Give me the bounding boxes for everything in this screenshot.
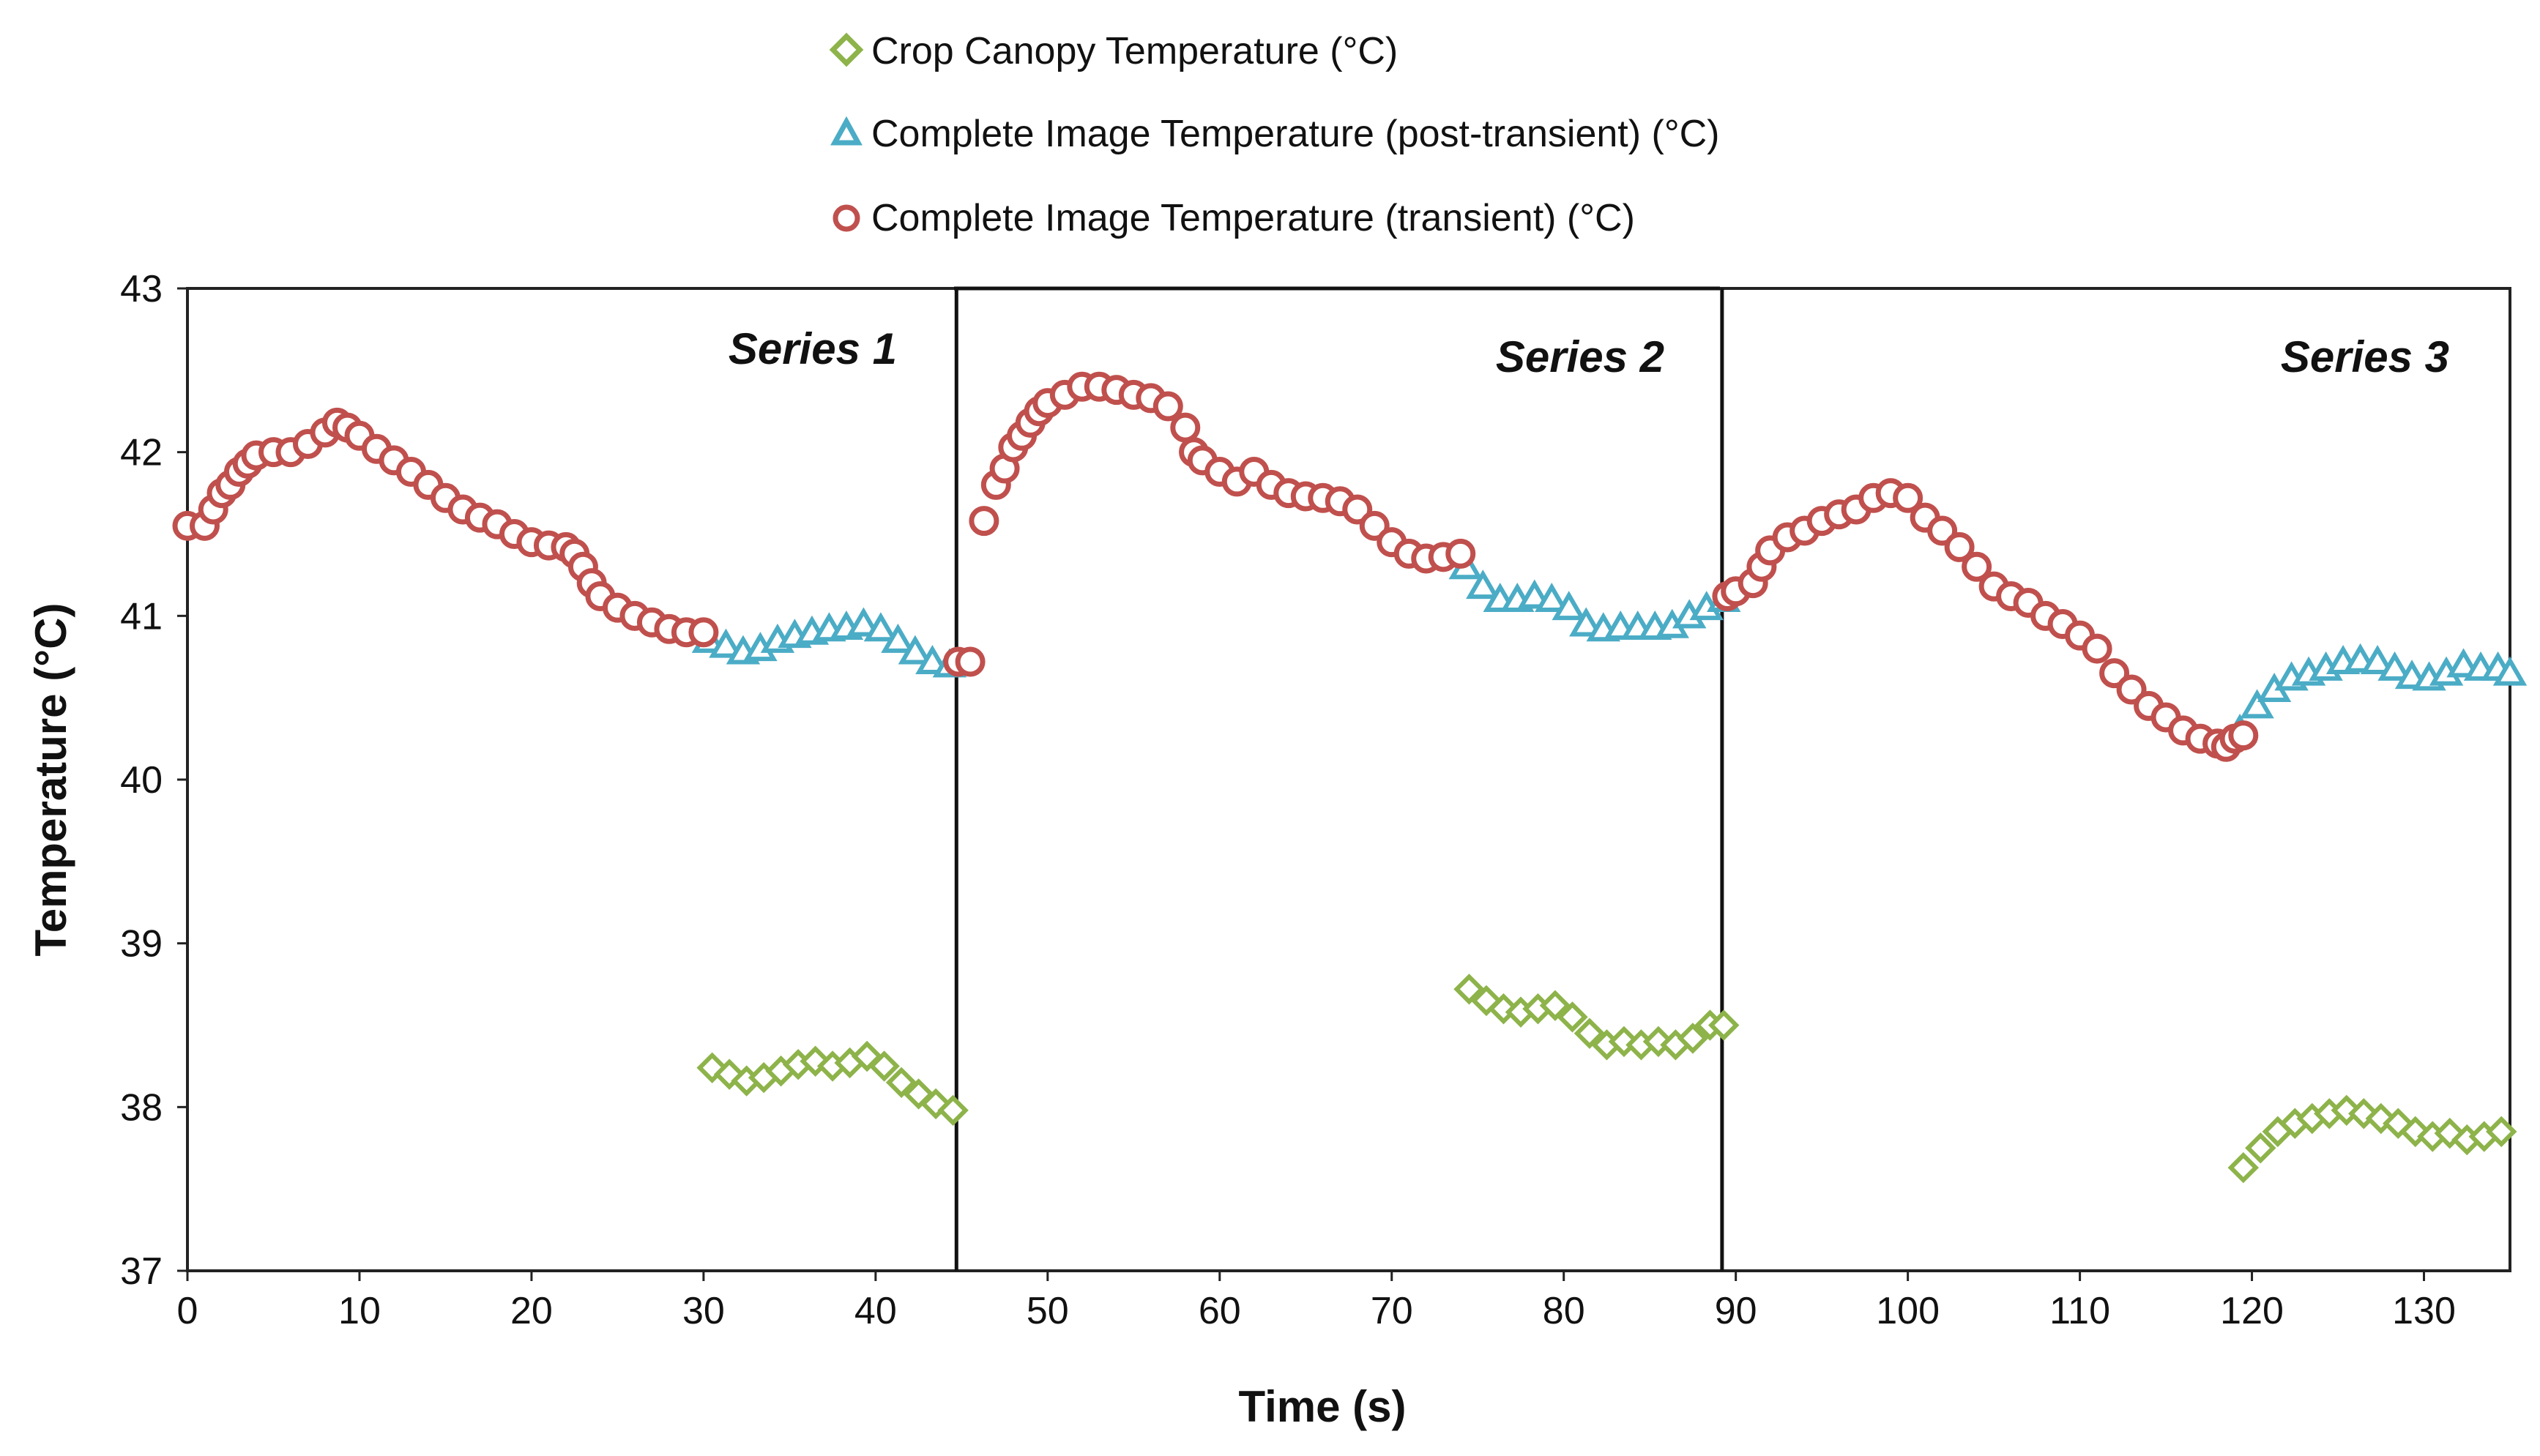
data-point-triangle [898, 635, 933, 665]
data-point-diamond [868, 1050, 900, 1082]
x-axis-title: Time (s) [1239, 1382, 1407, 1431]
legend-item-transient: Complete Image Temperature (transient) (… [833, 197, 1635, 239]
data-point-diamond [1557, 1001, 1588, 1033]
data-point-triangle [2377, 651, 2412, 681]
data-point-triangle [2446, 648, 2481, 678]
y-tick-label: 43 [120, 268, 163, 310]
series-1-label: Series 1 [729, 324, 897, 373]
legend-marker-circle [833, 204, 860, 232]
y-tick-label: 38 [120, 1086, 163, 1129]
data-point-triangle [863, 612, 898, 642]
data-point-diamond [937, 1094, 969, 1127]
data-point-triangle [2360, 644, 2395, 674]
data-point-triangle [1466, 570, 1500, 600]
x-tick-label: 90 [1715, 1290, 1757, 1332]
data-point-circle [1944, 531, 1975, 562]
data-point-circle [2082, 633, 2112, 664]
legend-label-transient: Complete Image Temperature (transient) (… [871, 197, 1635, 239]
x-tick-label: 60 [1199, 1290, 1241, 1332]
data-point-triangle [1517, 579, 1552, 609]
data-point-circle [2228, 720, 2259, 751]
series-3-label: Series 3 [2281, 332, 2449, 381]
legend-marker-diamond [829, 32, 864, 67]
x-tick-label: 70 [1371, 1290, 1413, 1332]
data-point-circle [969, 506, 999, 537]
legend-label-post-transient: Complete Image Temperature (post-transie… [871, 113, 1720, 155]
x-tick-label: 120 [2220, 1290, 2284, 1332]
legend-marker-triangle [830, 116, 863, 146]
data-point-diamond [2486, 1116, 2517, 1148]
data-point-triangle [1552, 591, 1586, 621]
legend: Crop Canopy Temperature (°C) Complete Im… [829, 30, 1720, 239]
y-axis: 37 38 39 40 41 42 43 [120, 268, 187, 1293]
data-point-circle [1152, 391, 1183, 422]
data-point-circle [1170, 412, 1201, 443]
data-point-diamond [1539, 990, 1571, 1021]
data-point-diamond [2245, 1132, 2276, 1164]
data-point-circle [1893, 482, 1923, 513]
data-point-triangle [846, 607, 881, 637]
data-point-diamond [1677, 1023, 1709, 1054]
data-series-layer [172, 371, 2528, 1184]
series-2-label: Series 2 [1496, 332, 1664, 381]
legend-item-post-transient: Complete Image Temperature (post-transie… [830, 113, 1720, 155]
data-point-triangle [1535, 582, 1569, 612]
data-point-triangle [881, 623, 915, 653]
x-tick-label: 10 [338, 1290, 381, 1332]
data-point-triangle [2492, 656, 2528, 686]
data-point-diamond [1573, 1018, 1606, 1049]
x-tick-label: 40 [854, 1290, 897, 1332]
legend-label-crop-canopy: Crop Canopy Temperature (°C) [871, 30, 1398, 72]
data-point-circle [1962, 551, 1992, 582]
y-tick-label: 42 [120, 432, 163, 474]
y-tick-label: 40 [120, 759, 163, 802]
data-point-triangle [915, 644, 950, 674]
data-point-diamond [885, 1067, 917, 1098]
x-axis: 0 10 20 30 40 50 60 70 80 90 100 110 120 130 [177, 1271, 2456, 1332]
data-point-circle [688, 617, 719, 648]
data-point-triangle [709, 628, 743, 658]
x-tick-label: 20 [510, 1290, 553, 1332]
x-tick-label: 100 [1876, 1290, 1940, 1332]
data-point-circle [955, 646, 986, 677]
x-tick-label: 0 [177, 1290, 198, 1332]
x-tick-label: 80 [1543, 1290, 1585, 1332]
y-tick-label: 41 [120, 595, 163, 638]
y-tick-label: 39 [120, 923, 163, 966]
data-point-diamond [1453, 974, 1485, 1005]
series-diamond-group [696, 974, 2517, 1184]
data-point-triangle [1569, 607, 1604, 637]
x-tick-label: 110 [2049, 1290, 2110, 1332]
legend-item-crop-canopy: Crop Canopy Temperature (°C) [829, 30, 1398, 72]
x-tick-label: 30 [682, 1290, 725, 1332]
plot-area-frame [186, 287, 2511, 1272]
series-circle-group [172, 371, 2259, 762]
data-point-triangle [2240, 689, 2274, 719]
data-point-diamond [1708, 1009, 1740, 1041]
y-axis-title: Temperature (°C) [26, 603, 75, 957]
x-tick-label: 50 [1027, 1290, 1069, 1332]
data-point-diamond [2227, 1151, 2260, 1184]
data-point-circle [1445, 538, 1476, 569]
x-tick-label: 130 [2392, 1290, 2456, 1332]
y-tick-label: 37 [120, 1250, 163, 1293]
